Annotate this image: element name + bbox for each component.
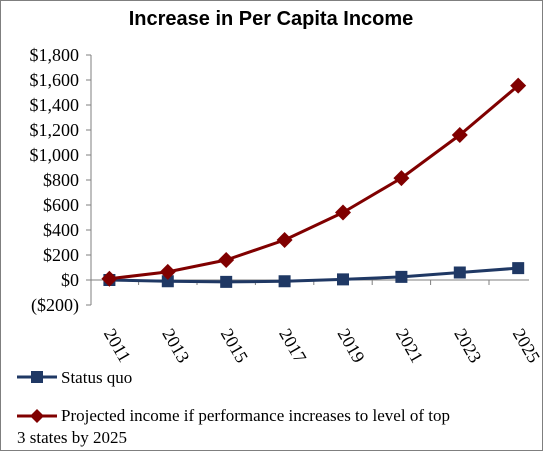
data-point-projected-income [159,263,176,280]
y-tick-label: $1,600 [30,70,80,90]
y-tick-label: $400 [43,220,79,240]
y-tick-label: ($200) [31,295,79,316]
data-point-projected-income [510,77,527,94]
data-point-status-quo [220,275,233,288]
data-point-status-quo [395,270,408,283]
series-line-status-quo [109,266,519,284]
x-tick-label: 2013 [158,325,193,366]
legend-label-projected-income-line2: 3 states by 2025 [17,428,127,447]
y-tick-label: $1,800 [30,45,80,65]
data-point-status-quo [278,275,291,288]
x-tick-label: 2023 [450,325,485,366]
x-tick-label: 2021 [392,325,427,366]
data-point-projected-income [218,252,235,268]
x-tick-label: 2025 [509,325,542,366]
data-point-status-quo [512,262,525,275]
legend-marker-projected-income [30,409,44,423]
data-point-projected-income [393,170,410,187]
data-point-status-quo [336,273,349,286]
x-tick-label: 2015 [217,325,252,366]
y-tick-label: $200 [43,245,79,265]
y-axis-ticks: $1,800 $1,600 $1,400 $1,200 $1,000 $800 $600 $4… [30,45,91,316]
x-tick-label: 2017 [275,325,310,366]
data-point-projected-income [451,127,468,143]
legend-item-projected-income: Projected income if performance increase… [17,406,450,447]
data-point-status-quo [161,275,174,288]
legend-marker-status-quo [31,371,43,383]
data-point-projected-income [101,270,118,287]
series-line-projected-income [109,84,520,281]
data-point-projected-income [334,204,351,221]
y-tick-label: $600 [43,195,79,215]
legend-label-projected-income-line1: Projected income if performance increase… [61,406,450,425]
legend-item-status-quo: Status quo [17,368,132,387]
series-layer [101,77,527,288]
y-tick-label: $800 [43,170,79,190]
legend-label-status-quo: Status quo [61,368,132,387]
legend: Status quo Projected income if performan… [17,368,450,447]
x-tick-label: 2019 [334,325,369,366]
y-tick-label: $1,200 [30,120,80,140]
y-tick-label: $0 [61,270,79,290]
x-axis-ticks: 2011 2013 2015 2017 2019 2021 2023 2025 [100,280,542,366]
chart-title: Increase in Per Capita Income [129,8,414,30]
data-point-status-quo [453,266,466,279]
y-tick-label: $1,400 [30,95,80,115]
data-point-projected-income [276,232,293,248]
x-tick-label: 2011 [100,325,135,366]
y-tick-label: $1,000 [30,145,80,165]
